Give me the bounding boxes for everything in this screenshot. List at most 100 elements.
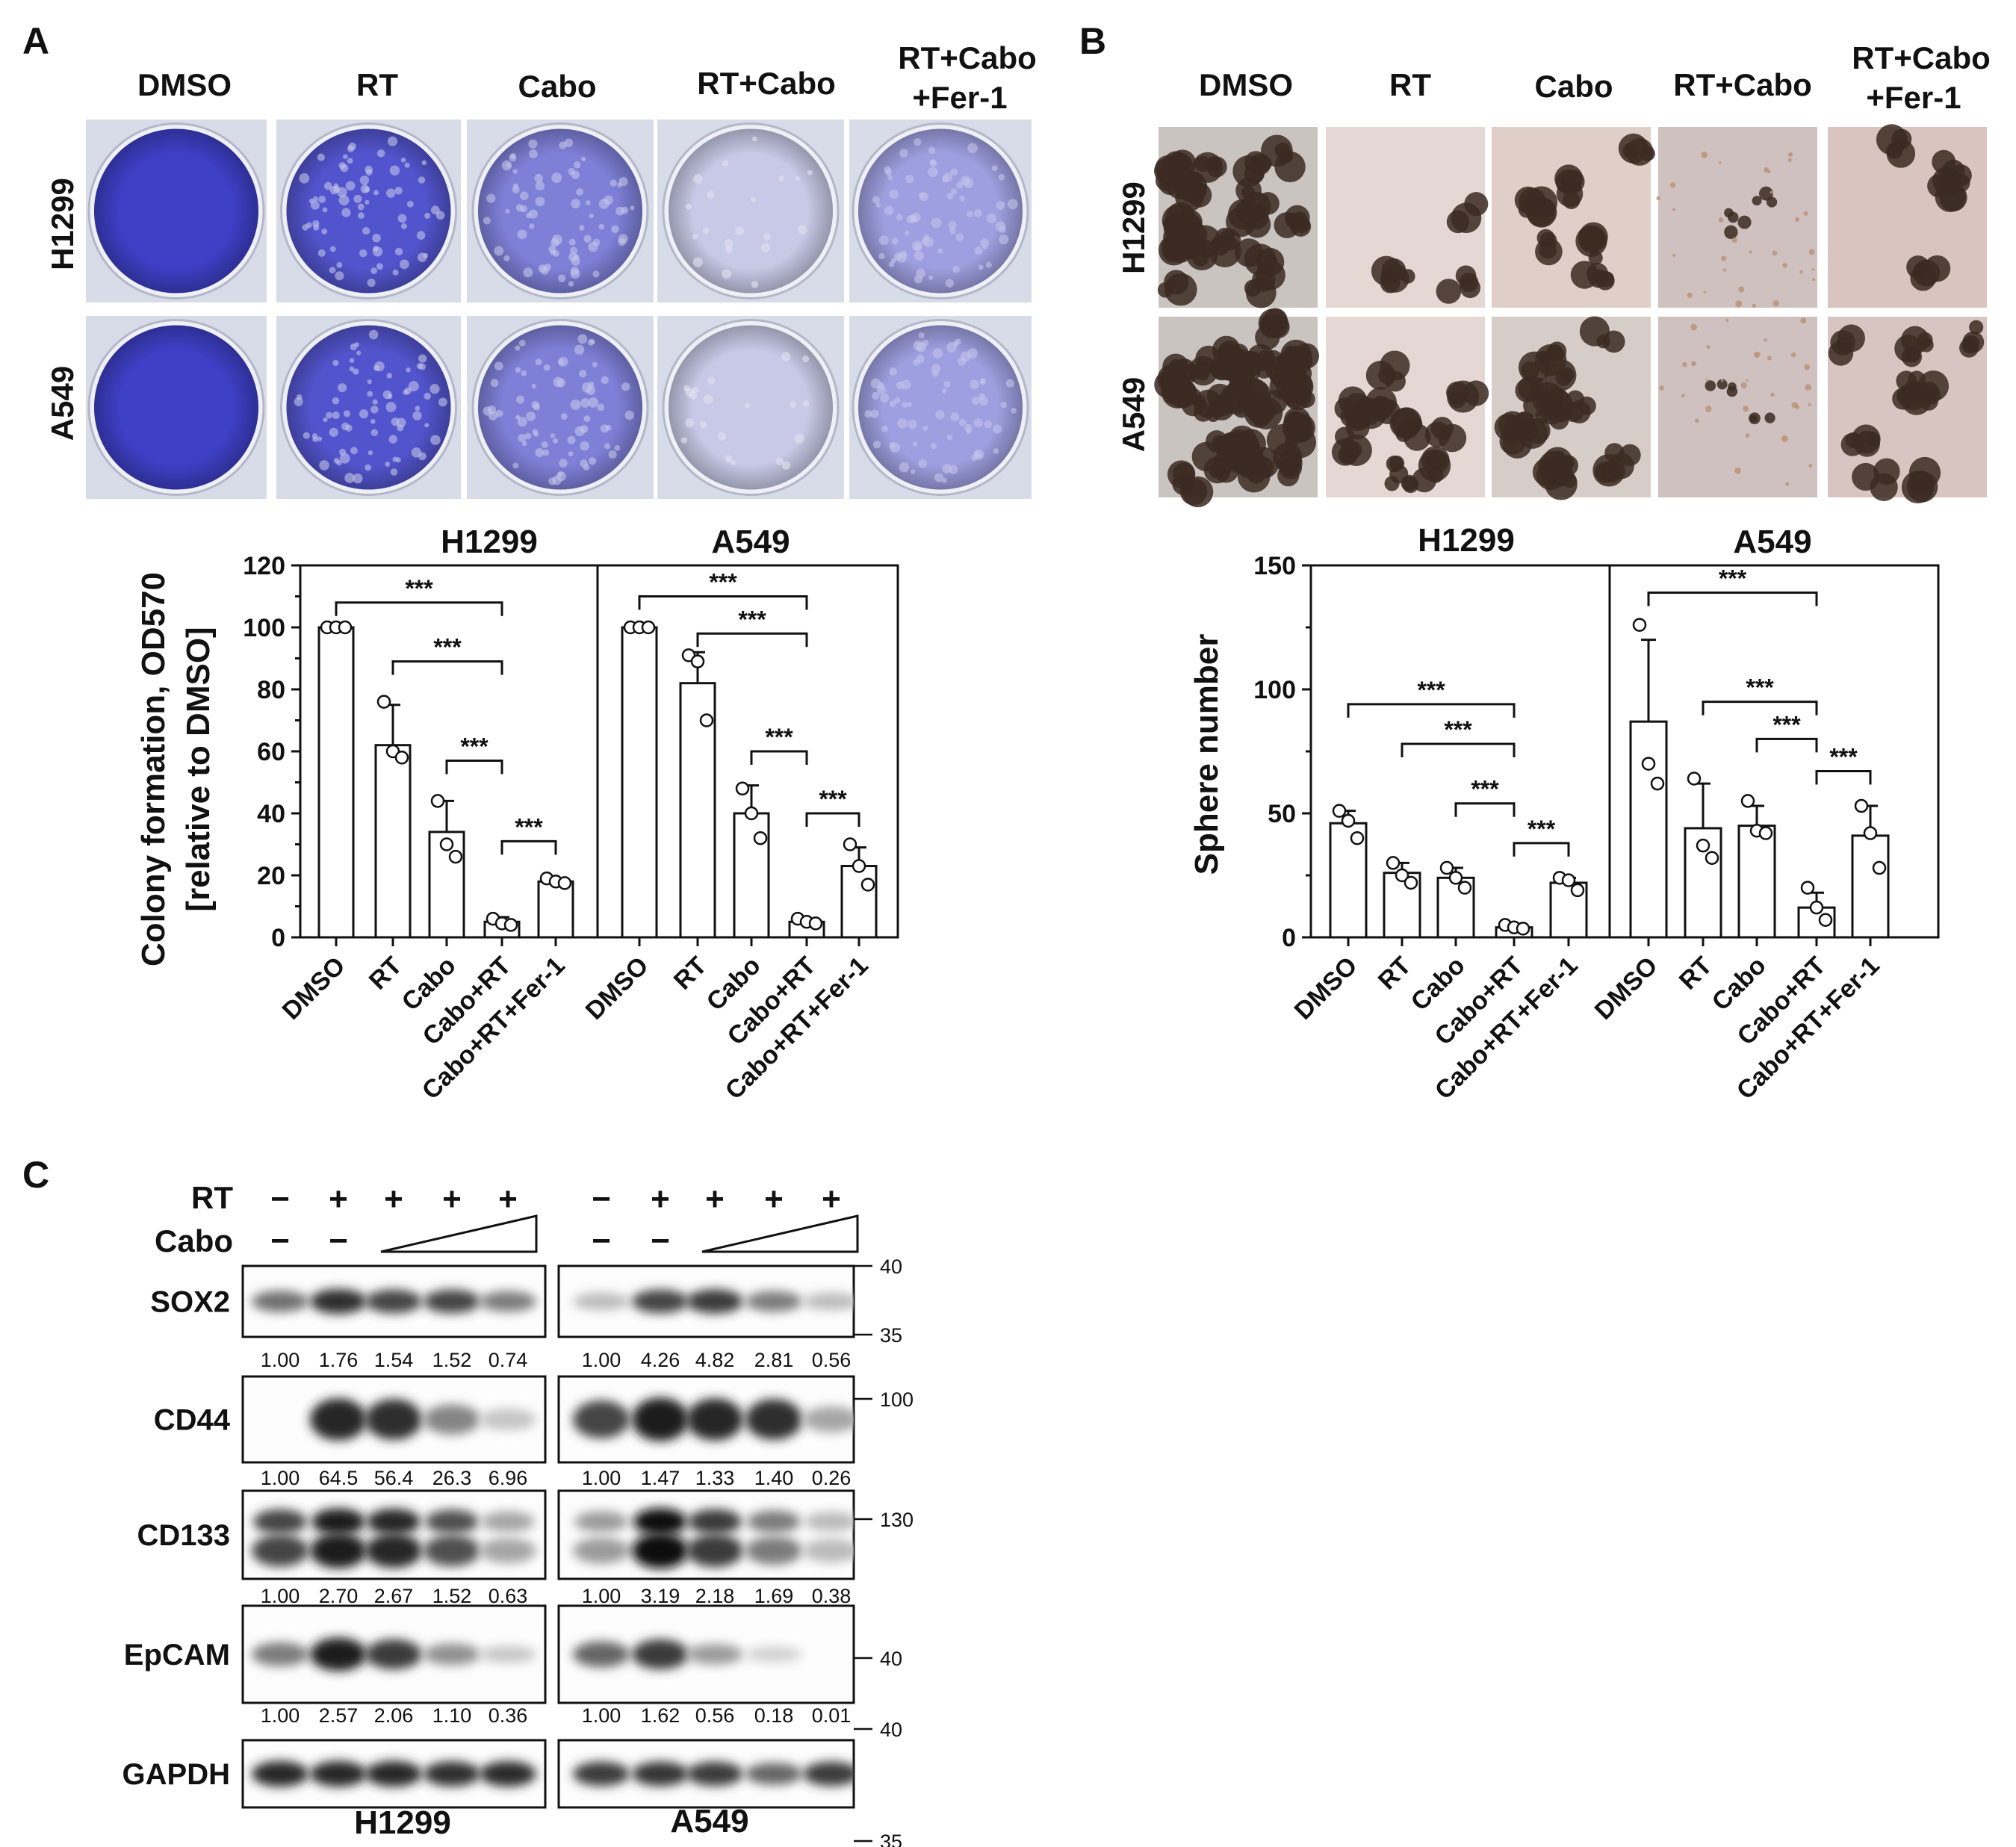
sphere-debris xyxy=(1725,318,1729,322)
plate-texture-dot xyxy=(416,363,423,370)
significance-bracket xyxy=(1755,737,1818,753)
plate-texture-dot xyxy=(338,162,346,170)
plate-texture-dot xyxy=(1000,401,1007,409)
plate-texture-dot xyxy=(335,271,344,281)
sphere-debris xyxy=(1695,418,1699,423)
data-point xyxy=(1740,794,1755,808)
sphere-cluster xyxy=(1272,369,1291,388)
blot-band xyxy=(424,1289,480,1314)
data-point xyxy=(1809,900,1824,915)
band-quantification: 6.96 xyxy=(489,1467,528,1489)
sphere-cluster xyxy=(1244,279,1262,297)
blot-band xyxy=(480,1538,536,1564)
data-point xyxy=(1650,776,1665,791)
data-point xyxy=(1872,860,1887,875)
rt-sign: + xyxy=(651,1181,670,1217)
chart-group-label-h1299: H1299 xyxy=(1418,522,1515,559)
plate-texture-dot xyxy=(367,391,373,397)
blot-band xyxy=(686,1644,743,1665)
rt-sign: + xyxy=(822,1181,841,1217)
blot-band xyxy=(747,1510,801,1533)
plate-texture-dot xyxy=(950,412,960,422)
sphere-cluster xyxy=(1244,243,1277,276)
sphere-cluster xyxy=(1600,460,1623,483)
y-tick-label: 0 xyxy=(271,924,285,952)
sphere-cluster xyxy=(1910,265,1936,291)
blot-band xyxy=(365,1289,422,1314)
plate-texture-dot xyxy=(775,457,784,466)
plate-texture-dot xyxy=(568,238,576,246)
plate-texture-dot xyxy=(980,238,990,247)
plate-texture-dot xyxy=(338,195,350,206)
plate-texture-dot xyxy=(586,385,596,395)
sphere-debris xyxy=(1764,167,1770,173)
sphere-cluster xyxy=(1759,186,1773,201)
sphere-cluster xyxy=(1371,255,1402,286)
plate-texture-dot xyxy=(1011,407,1017,414)
significance-bracket xyxy=(391,660,503,675)
rt-sign: + xyxy=(442,1181,462,1217)
sphere-cluster xyxy=(1280,456,1303,479)
band-quantification: 64.5 xyxy=(319,1467,359,1489)
plate-texture-dot xyxy=(889,189,899,199)
band-quantification: 0.56 xyxy=(695,1704,735,1727)
plate-texture-dot xyxy=(932,348,943,358)
sphere-cluster xyxy=(1258,308,1288,339)
blot-bands xyxy=(310,1398,536,1441)
blot-bands xyxy=(252,1288,536,1314)
blot-bands xyxy=(573,1508,854,1569)
plate-texture-dot xyxy=(899,149,908,158)
band-quantification: 2.18 xyxy=(695,1585,735,1607)
plate-texture-dot xyxy=(887,175,893,181)
plate-texture-dot xyxy=(943,380,951,388)
data-point xyxy=(338,620,353,635)
plate-texture-dot xyxy=(980,378,986,384)
plate-texture-dot xyxy=(490,379,499,388)
data-point xyxy=(1341,813,1356,828)
panel-b-images: DMSO RT Cabo RT+Cabo RT+Cabo +Fer-1 H129… xyxy=(1116,40,1991,508)
plate-texture-dot xyxy=(294,397,303,406)
plate-texture-dot xyxy=(550,433,555,438)
condition-label-rt-cabo-fer-line2: +Fer-1 xyxy=(1866,80,1961,115)
sphere-debris xyxy=(1790,352,1796,358)
plate-texture-dot xyxy=(310,200,320,210)
significance-label: *** xyxy=(1829,744,1858,771)
plate-texture-dot xyxy=(564,138,574,148)
plate-texture-dot xyxy=(725,455,733,463)
condition-label-cabo: Cabo xyxy=(1535,69,1613,104)
rt-sign: − xyxy=(270,1181,290,1217)
plate-texture-dot xyxy=(931,370,939,377)
plate-texture-dot xyxy=(399,259,409,270)
plate-texture-dot xyxy=(967,211,973,218)
mw-marker-label: 100 xyxy=(880,1388,914,1411)
blot-band xyxy=(252,1534,308,1567)
plate-texture-dot xyxy=(359,409,369,419)
plate-texture-dot xyxy=(553,376,563,388)
band-quantification: 1.00 xyxy=(582,1467,621,1489)
data-point xyxy=(1854,798,1869,813)
plate-texture-dot xyxy=(959,195,966,202)
sphere-cluster xyxy=(1256,155,1272,172)
cabo-dose-wedge xyxy=(380,1214,538,1253)
data-point xyxy=(430,794,445,808)
blot-band xyxy=(425,1509,479,1534)
sphere-cluster xyxy=(1910,476,1926,492)
plate-texture-dot xyxy=(970,379,979,390)
significance-label: *** xyxy=(515,813,543,840)
plate-texture-dot xyxy=(535,196,545,207)
plate-texture-dot xyxy=(532,429,539,435)
plate-texture-dot xyxy=(550,249,556,255)
blot-band xyxy=(686,1289,743,1314)
blot-band xyxy=(252,1642,308,1666)
plate-texture-dot xyxy=(312,220,320,228)
sphere-cluster xyxy=(1828,341,1854,366)
plate-texture-dot xyxy=(430,205,440,215)
data-point xyxy=(394,751,409,765)
data-point xyxy=(1439,860,1454,875)
sphere-cluster xyxy=(1464,192,1489,217)
plate-texture-dot xyxy=(949,228,956,235)
plate-texture-dot xyxy=(881,425,889,432)
blot-band xyxy=(686,1398,743,1441)
sphere-debris xyxy=(1734,467,1741,474)
plate-texture-dot xyxy=(568,167,575,176)
